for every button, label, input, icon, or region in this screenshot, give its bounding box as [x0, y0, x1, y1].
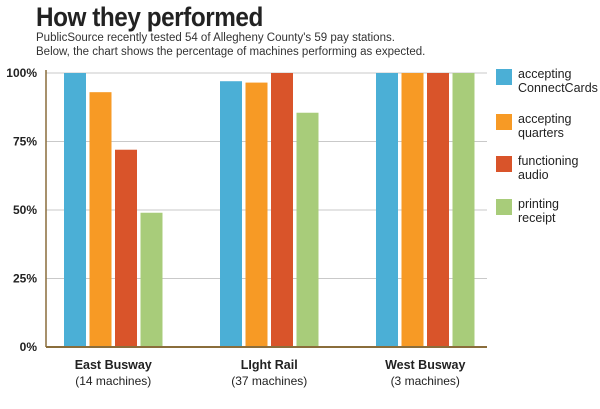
legend-label: ConnectCards: [518, 81, 598, 95]
bar: [376, 73, 398, 347]
bar: [296, 112, 319, 347]
bar: [64, 73, 86, 347]
x-category-sublabel: (14 machines): [75, 374, 151, 388]
bar: [427, 73, 449, 347]
legend-swatch: [496, 114, 512, 130]
bar: [89, 92, 112, 348]
bar: [271, 73, 293, 347]
y-tick-label: 50%: [13, 203, 37, 217]
legend-swatch: [496, 156, 512, 172]
x-category-label: West Busway: [385, 358, 465, 372]
legend-label: accepting: [518, 67, 572, 81]
y-tick-label: 25%: [13, 272, 37, 286]
y-tick-label: 75%: [13, 135, 37, 149]
chart-subtitle-line-2: Below, the chart shows the percentage of…: [36, 46, 426, 58]
legend-label: accepting: [518, 112, 572, 126]
chart-title: How they performed: [36, 2, 263, 32]
legend-label: audio: [518, 168, 549, 182]
legend-label: quarters: [518, 126, 564, 140]
bar: [452, 73, 475, 347]
legend-label: receipt: [518, 211, 556, 225]
legend-swatch: [496, 69, 512, 85]
y-tick-label: 100%: [6, 66, 37, 80]
bar: [245, 82, 268, 347]
bar: [401, 73, 424, 347]
bar: [140, 212, 163, 347]
x-category-label: LIght Rail: [241, 358, 298, 372]
bar: [115, 149, 137, 347]
x-category-sublabel: (3 machines): [391, 374, 460, 388]
y-tick-label: 0%: [20, 340, 38, 354]
x-category-label: East Busway: [75, 358, 152, 372]
legend-label: printing: [518, 197, 559, 211]
bar: [220, 81, 242, 347]
chart-subtitle-line-1: PublicSource recently tested 54 of Alleg…: [36, 32, 395, 44]
legend-label: functioning: [518, 154, 579, 168]
x-category-sublabel: (37 machines): [231, 374, 307, 388]
legend-swatch: [496, 199, 512, 215]
